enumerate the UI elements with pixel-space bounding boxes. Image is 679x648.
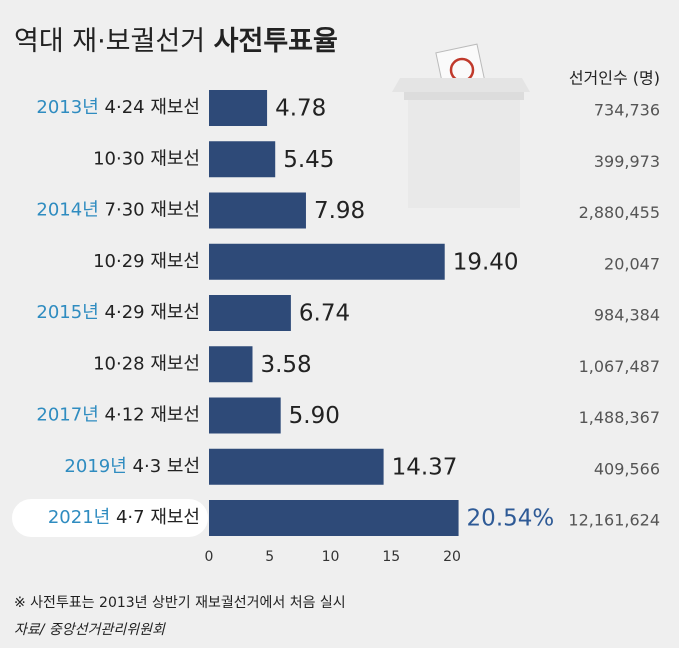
value-label: 14.37 bbox=[392, 454, 458, 480]
election-label: 10·28 재보선 bbox=[93, 353, 200, 374]
bar bbox=[209, 192, 306, 229]
voter-count: 409,566 bbox=[594, 459, 660, 478]
value-label: 20.54% bbox=[467, 506, 555, 532]
value-label: 6.74 bbox=[299, 301, 350, 327]
voter-count: 12,161,624 bbox=[568, 511, 660, 530]
category-label: 2013년 4·24 재보선 bbox=[36, 97, 200, 118]
chart-title: 역대 재·보궐선거 사전투표율 bbox=[14, 26, 338, 57]
x-tick-label: 15 bbox=[382, 549, 400, 565]
category-label: 10·29 재보선 bbox=[93, 251, 200, 272]
x-tick-label: 10 bbox=[322, 549, 340, 565]
bar bbox=[209, 141, 276, 178]
year-label: 2021년 bbox=[48, 507, 110, 528]
bar bbox=[209, 295, 291, 331]
source: 자료/ 중앙선거관리위원회 bbox=[14, 622, 166, 638]
year-label: 2015년 bbox=[36, 302, 98, 323]
category-label: 2021년 4·7 재보선 bbox=[48, 507, 200, 528]
title-highlight: 사전투표율 bbox=[214, 26, 338, 57]
ballot-box bbox=[392, 43, 530, 208]
x-tick-label: 20 bbox=[443, 549, 461, 565]
value-label: 5.90 bbox=[289, 403, 340, 429]
election-label: 4·7 재보선 bbox=[116, 507, 200, 528]
voter-count: 399,973 bbox=[594, 152, 660, 171]
election-label: 10·30 재보선 bbox=[93, 148, 200, 169]
category-label: 2019년 4·3 보선 bbox=[64, 456, 200, 477]
category-label: 10·30 재보선 bbox=[93, 148, 200, 169]
voter-count: 1,067,487 bbox=[579, 357, 660, 376]
voter-count: 984,384 bbox=[594, 306, 660, 325]
value-label: 4.78 bbox=[275, 96, 326, 122]
election-label: 4·24 재보선 bbox=[105, 97, 200, 118]
year-label: 2019년 bbox=[64, 456, 126, 477]
bar bbox=[209, 397, 281, 434]
value-label: 5.45 bbox=[283, 147, 334, 173]
note: ※ 사전투표는 2013년 상반기 재보궐선거에서 처음 실시 bbox=[14, 595, 346, 611]
year-label: 2014년 bbox=[36, 200, 98, 221]
election-label: 7·30 재보선 bbox=[105, 200, 200, 221]
year-label: 2013년 bbox=[36, 97, 98, 118]
bar bbox=[209, 500, 459, 536]
election-label: 4·3 보선 bbox=[133, 456, 200, 477]
value-label: 3.58 bbox=[260, 352, 311, 378]
voter-count: 2,880,455 bbox=[579, 203, 660, 222]
title-part: 역대 재·보궐선거 bbox=[14, 26, 205, 57]
voter-count: 1,488,367 bbox=[579, 408, 660, 427]
value-label: 19.40 bbox=[453, 249, 519, 275]
value-label: 7.98 bbox=[314, 198, 365, 224]
x-tick-label: 0 bbox=[205, 549, 214, 565]
voter-count: 734,736 bbox=[594, 101, 660, 120]
bar bbox=[209, 90, 268, 126]
highlight-pill bbox=[12, 499, 208, 537]
category-label: 2014년 7·30 재보선 bbox=[36, 200, 200, 221]
category-label: 10·28 재보선 bbox=[93, 353, 200, 374]
voter-header: 선거인수 (명) bbox=[569, 69, 660, 88]
x-tick-label: 5 bbox=[265, 549, 274, 565]
voter-count: 20,047 bbox=[604, 254, 660, 273]
election-label: 4·29 재보선 bbox=[105, 302, 200, 323]
category-label: 2015년 4·29 재보선 bbox=[36, 302, 200, 323]
bar bbox=[209, 448, 384, 485]
election-label: 10·29 재보선 bbox=[93, 251, 200, 272]
bar bbox=[209, 243, 445, 280]
category-label: 2017년 4·12 재보선 bbox=[36, 405, 200, 426]
year-label: 2017년 bbox=[36, 405, 98, 426]
bar bbox=[209, 346, 253, 383]
election-label: 4·12 재보선 bbox=[105, 405, 200, 426]
